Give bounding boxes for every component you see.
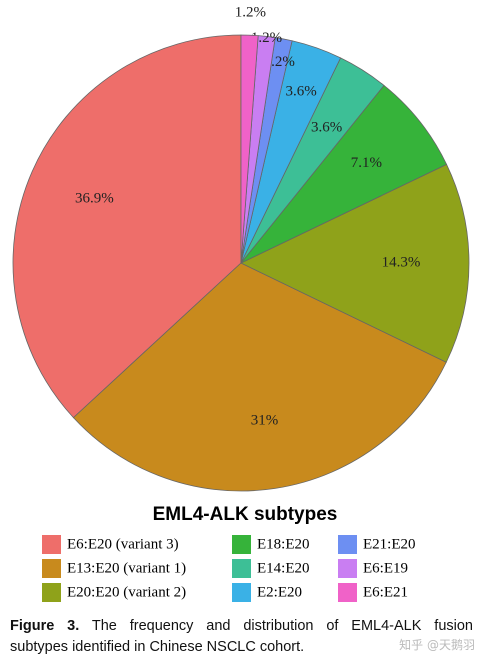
caption-line: Figure 3. The frequency and distribution… [10,616,473,637]
legend-label: E6:E19 [363,560,408,576]
caption-text: The frequency and distribution of EML4-A… [91,618,473,634]
watermark: 知乎 @天鹅羽 [399,638,475,652]
slice-label: 3.6% [311,119,342,135]
caption-line: subtypes identified in Chinese NSCLC coh… [10,639,305,655]
legend-swatch [232,535,251,554]
legend-swatch [338,535,357,554]
legend-label: E6:E21 [363,584,408,600]
caption: Figure 3. The frequency and distribution… [10,616,473,658]
pie-slice [240,163,470,363]
legend-swatch [338,583,357,602]
legend-label: E2:E20 [257,584,302,600]
legend-title: EML4-ALK subtypes [153,504,338,525]
slice-label: 36.9% [75,190,114,206]
slice-label: 1.2% [251,30,282,46]
legend-label: E14:E20 [257,560,310,576]
legend-swatch [338,559,357,578]
pie-slice [12,34,242,419]
pie-slice [72,262,447,492]
slice-label: 3.6% [286,84,317,100]
pie-slice [240,84,448,264]
legend-swatch [42,583,61,602]
pie-slice [240,34,259,264]
legend-label: E18:E20 [257,536,310,552]
legend-swatch [232,559,251,578]
slice-label: 1.2% [235,5,266,21]
legend-label: E6:E20 (variant 3) [67,536,179,552]
legend-swatch [232,583,251,602]
slice-label: 14.3% [382,255,421,271]
chart: EML4-ALK subtypes 36.9% 31% 14.3% 7.1% 3.6% 3… [12,5,470,602]
legend-label: E21:E20 [363,536,416,552]
caption-label: Figure 3. [10,618,80,634]
legend-swatch [42,559,61,578]
legend-swatch [42,535,61,554]
slice-label: 31% [251,413,279,429]
legend-label: E20:E20 (variant 2) [67,584,186,600]
legend-label: E13:E20 (variant 1) [67,560,186,576]
slice-label: 7.1% [351,155,382,171]
